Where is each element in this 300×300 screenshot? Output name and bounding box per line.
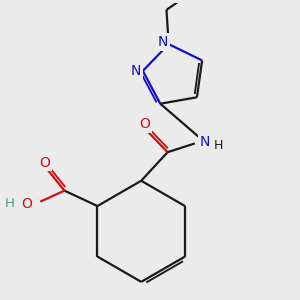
Text: H: H: [4, 197, 14, 210]
Text: O: O: [21, 197, 32, 211]
Text: N: N: [200, 135, 211, 149]
Text: N: N: [131, 64, 141, 78]
Text: O: O: [40, 155, 51, 170]
Text: H: H: [213, 139, 223, 152]
Text: O: O: [139, 117, 150, 131]
Text: N: N: [158, 35, 168, 49]
